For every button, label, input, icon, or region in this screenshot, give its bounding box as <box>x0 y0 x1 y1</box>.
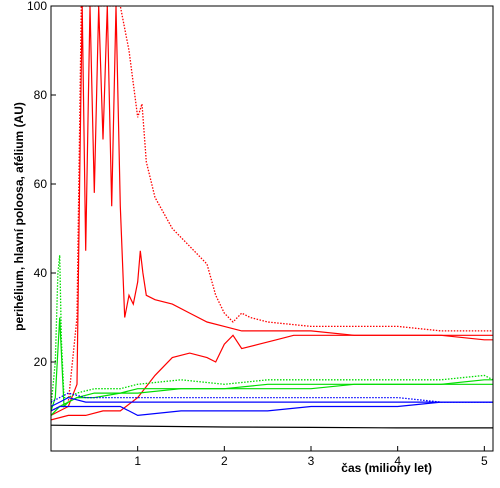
x-tick-label: 2 <box>221 454 228 468</box>
series-line-9 <box>51 401 493 417</box>
y-tick-label: 80 <box>34 88 48 102</box>
axis-layer <box>50 5 494 452</box>
series-line-4 <box>51 255 493 407</box>
y-axis-title: perihélium, hlavní poloosa, afélium (AU) <box>12 102 26 331</box>
series-line-7 <box>51 392 493 403</box>
series-line-10 <box>51 424 493 429</box>
x-tick-label: 4 <box>394 454 401 468</box>
y-tick-label: 40 <box>34 266 48 280</box>
series-layer <box>51 6 493 429</box>
series-line-1 <box>51 6 493 412</box>
x-tick-label: 3 <box>308 454 315 468</box>
series-line-6 <box>51 383 493 416</box>
series-line-3 <box>51 334 493 421</box>
series-line-2 <box>51 6 493 416</box>
y-tick-label: 20 <box>34 355 48 369</box>
series-line-8 <box>51 396 493 408</box>
x-tick-label: 1 <box>134 454 141 468</box>
x-tick-label: 5 <box>481 454 488 468</box>
series-line-5 <box>51 317 493 412</box>
y-tick-label: 60 <box>34 177 48 191</box>
y-tick-label: 100 <box>27 0 47 13</box>
tick-layer: 1 2 3 4 5 20 40 60 80 100 <box>27 0 488 468</box>
x-axis-title: čas (miliony let) <box>341 461 432 475</box>
plot-frame <box>50 5 494 452</box>
